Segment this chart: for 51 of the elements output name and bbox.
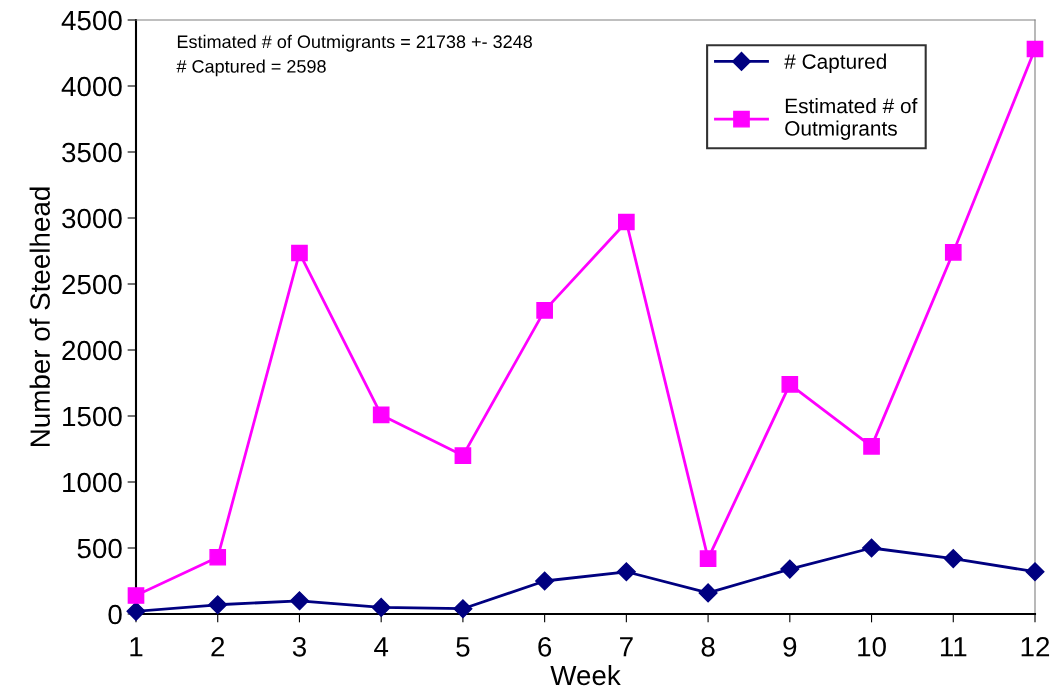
point [453, 599, 473, 619]
point [780, 559, 800, 579]
legend-label: Estimated # of Outmigrants [785, 98, 918, 140]
y-tick-label: 4500 [61, 10, 122, 31]
point [618, 213, 635, 231]
point [127, 587, 145, 604]
point [289, 591, 309, 611]
point [208, 595, 228, 615]
point [126, 601, 146, 621]
x-tick-label: 4 [374, 637, 389, 657]
point [371, 597, 391, 617]
y-tick-label: 1500 [63, 406, 122, 427]
point [616, 562, 636, 582]
x-tick-label: 1 [130, 637, 143, 657]
legend-label: # Captured [784, 53, 886, 74]
point [943, 549, 963, 569]
point [536, 302, 553, 319]
y-tick-label: 0 [108, 604, 122, 625]
x-tick-label: 2 [211, 636, 225, 657]
annotation: Estimated # of Outmigrants = 21738 +- 3248 # Captured = 2598 [176, 34, 532, 77]
point [209, 548, 227, 566]
x-tick-label: 12 [1021, 636, 1050, 657]
x-tick-label: 9 [783, 636, 797, 657]
point [781, 375, 799, 393]
y-tick-label: 500 [77, 538, 122, 559]
y-axis-title: Number of Steelhead [29, 187, 50, 446]
point [863, 438, 880, 455]
point [535, 571, 555, 591]
point [862, 538, 882, 558]
point [1025, 562, 1045, 582]
point [291, 244, 308, 262]
y-tick-label: 2500 [62, 274, 122, 295]
y-tick-label: 3000 [62, 208, 122, 229]
y-tick-label: 3500 [62, 142, 122, 163]
x-tick-label: 11 [940, 637, 967, 657]
x-tick-label: 7 [620, 637, 633, 657]
point [944, 243, 962, 261]
point [698, 583, 718, 603]
x-tick-label: 8 [701, 636, 715, 657]
point [454, 447, 472, 464]
point [372, 406, 390, 424]
y-tick-label: 1000 [63, 472, 122, 493]
x-tick-label: 5 [456, 637, 470, 657]
y-tick-label: 2000 [62, 340, 122, 361]
point [699, 550, 717, 567]
x-tick-label: 10 [858, 636, 886, 657]
point [1026, 40, 1044, 58]
x-tick-label: 6 [538, 636, 552, 657]
x-tick-label: 3 [292, 636, 306, 657]
x-axis-title: Week [550, 664, 621, 686]
y-tick-label: 4000 [61, 76, 122, 97]
